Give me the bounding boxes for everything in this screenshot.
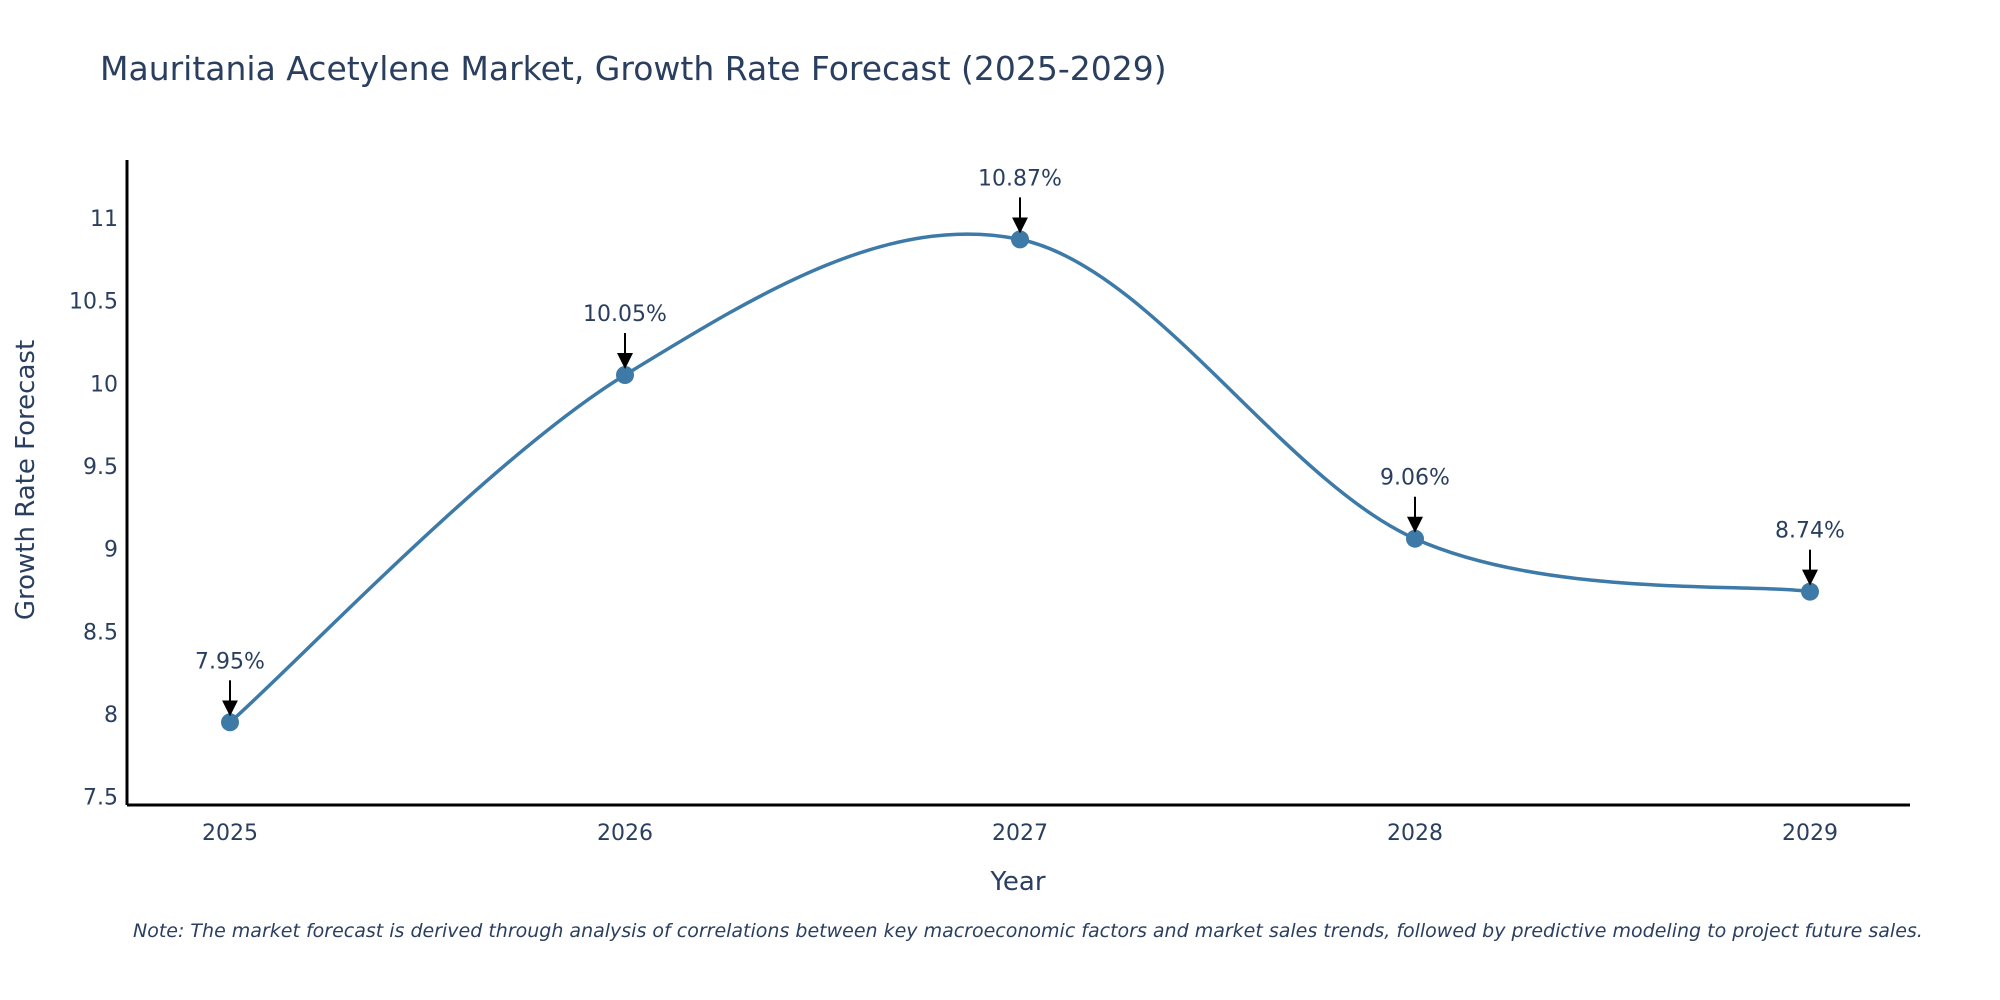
x-tick-label: 2028 — [1387, 821, 1443, 846]
y-tick-label: 8.5 — [83, 620, 118, 645]
data-point — [1406, 529, 1424, 548]
x-tick-label: 2025 — [202, 821, 258, 846]
data-point — [1801, 582, 1819, 601]
y-tick-label: 9 — [104, 538, 118, 563]
y-tick-label: 9.5 — [83, 455, 118, 480]
y-tick-label: 10 — [90, 372, 118, 397]
y-tick-label: 11 — [90, 207, 118, 232]
data-point — [616, 366, 634, 384]
data-points — [221, 230, 1819, 732]
chart-title: Mauritania Acetylene Market, Growth Rate… — [100, 49, 1167, 88]
x-tick-label: 2029 — [1782, 821, 1838, 846]
x-axis-title: Year — [989, 867, 1045, 897]
data-label: 8.74% — [1775, 519, 1845, 544]
data-labels: 7.95% 10.05% 10.87% 9.06% 8.74% — [195, 166, 1845, 717]
footnote: Note: The market forecast is derived thr… — [133, 920, 1923, 942]
series-line — [228, 232, 1811, 724]
y-tick-label: 10.5 — [69, 290, 118, 315]
data-label: 7.95% — [195, 649, 265, 674]
data-label: 9.06% — [1380, 466, 1450, 491]
x-tick-label: 2026 — [597, 821, 653, 846]
data-point — [221, 713, 239, 732]
data-point — [1011, 230, 1029, 249]
y-axis-ticks: 7.5 8 8.5 9 9.5 10 10.5 11 — [69, 207, 118, 811]
x-tick-label: 2027 — [992, 821, 1048, 846]
y-tick-label: 8 — [104, 703, 118, 728]
data-label: 10.05% — [583, 302, 667, 327]
x-axis-ticks: 2025 2026 2027 2028 2029 — [202, 821, 1838, 846]
y-axis-title: Growth Rate Forecast — [11, 340, 41, 620]
y-tick-label: 7.5 — [83, 786, 118, 811]
data-label: 10.87% — [978, 166, 1062, 191]
